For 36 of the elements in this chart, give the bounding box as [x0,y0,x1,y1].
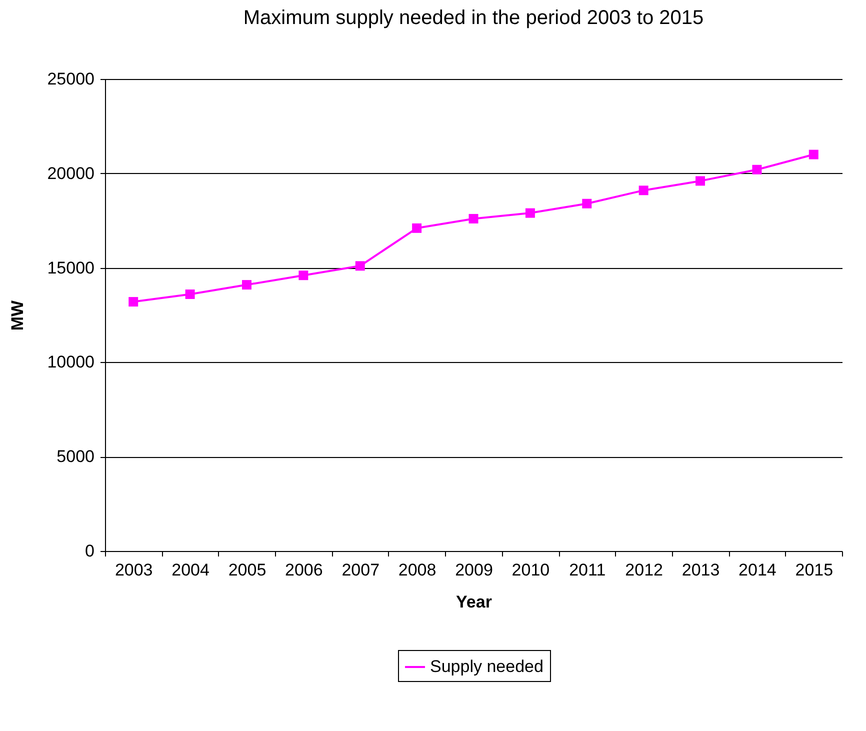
point [468,214,478,224]
x-tick-label: 2011 [569,560,606,580]
y-tick-label: 25000 [47,70,94,88]
point [638,186,648,196]
point [242,280,252,290]
point [355,261,365,271]
point [582,198,592,208]
x-tick-label: 2003 [114,560,153,580]
y-tick-label: 5000 [56,447,94,466]
x-tick-label: 2006 [285,560,323,580]
x-tick-label: 2009 [455,560,493,580]
x-tick-label: 2007 [342,560,380,580]
x-tick-label: 2012 [625,560,663,580]
y-tick-label: 10000 [47,352,94,372]
x-tick-label: 2015 [795,560,834,580]
x-tick-label: 2005 [228,560,266,580]
point [412,223,422,233]
point [525,208,535,218]
point [128,297,138,307]
point [752,164,762,174]
x-tick-label: 2013 [682,560,720,580]
x-axis-title: Year [456,592,492,612]
y-tick-label: 0 [85,542,94,560]
x-tick-label: 2010 [512,560,550,580]
point [696,176,706,186]
x-tick-label: 2014 [738,560,776,580]
y-tick-label: 20000 [47,164,94,183]
point [185,289,195,299]
y-axis-title: MW [8,299,28,331]
x-tick-label: 2004 [172,560,210,580]
point [808,150,818,160]
y-tick-label: 15000 [47,258,94,278]
legend-label: Supply needed [430,657,544,676]
point [298,270,308,280]
chart-title: Maximum supply needed in the period 2003 to 2015 [243,7,704,29]
x-tick-label: 2008 [398,560,436,580]
